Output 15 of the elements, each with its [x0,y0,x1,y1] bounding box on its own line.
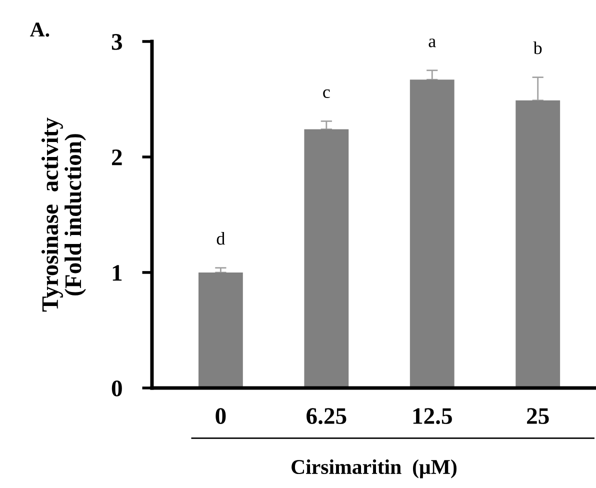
x-tick-label: 0 [216,408,226,424]
annotation: b [533,41,542,54]
y-tick-label: 0 [112,380,122,396]
x-tick-label: 12.5 [413,408,452,424]
x-axis-title: Cirsimaritin (μM) [292,459,457,478]
y-tick-label: 3 [112,34,122,50]
chart-title: A. [30,22,50,37]
x-tick-label: 25 [527,408,549,424]
y-axis-title: Tyrosinase activity (Fold induction) [41,118,86,312]
annotation: d [216,232,225,245]
annotation: c [323,89,330,98]
y-tick-label: 2 [112,150,122,166]
x-tick-label: 6.25 [306,408,346,424]
annotation: a [428,38,436,48]
y-tick-label: 1 [112,265,122,281]
